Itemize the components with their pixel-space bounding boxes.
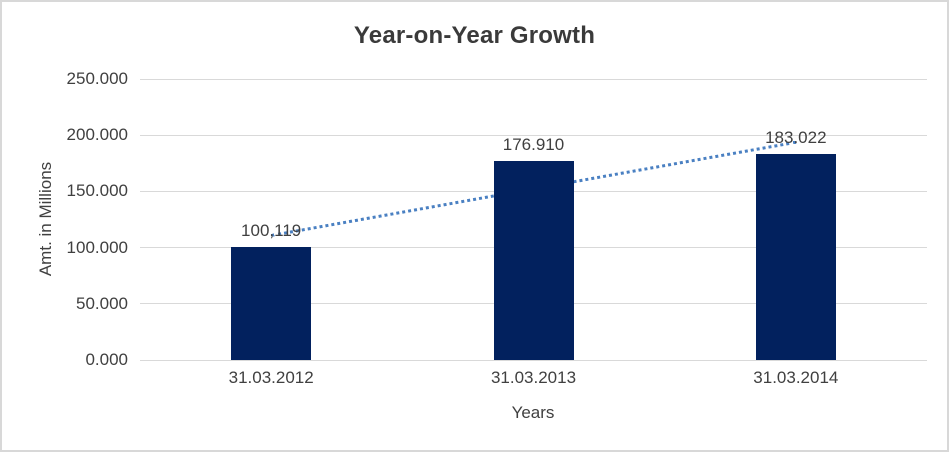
- x-axis-category-label: 31.03.2012: [228, 368, 314, 387]
- y-axis-tick-label: 150.000: [66, 181, 128, 201]
- gridline: [140, 359, 927, 361]
- gridline: [140, 134, 927, 136]
- y-axis-tick-label: 200.000: [66, 125, 128, 145]
- data-label: 100,119: [241, 221, 302, 241]
- y-axis-tick-label: 250.000: [66, 69, 128, 88]
- chart-title: Year-on-Year Growth: [353, 22, 596, 49]
- data-label: 183.022: [765, 128, 827, 148]
- x-axis-category-label: 31.03.2013: [490, 368, 577, 387]
- bar[interactable]: [493, 161, 574, 360]
- bar[interactable]: [755, 154, 836, 360]
- bar[interactable]: [231, 247, 312, 360]
- x-axis-title: Years: [511, 403, 555, 422]
- data-label: 176.910: [502, 135, 565, 155]
- y-axis-tick-label: 50.000: [76, 293, 128, 313]
- gridline: [140, 78, 927, 80]
- y-axis-tick-label: 100.000: [66, 237, 128, 257]
- y-axis-tick-label: 0.000: [85, 350, 128, 369]
- x-axis-category-label: 31.03.2014: [753, 368, 839, 387]
